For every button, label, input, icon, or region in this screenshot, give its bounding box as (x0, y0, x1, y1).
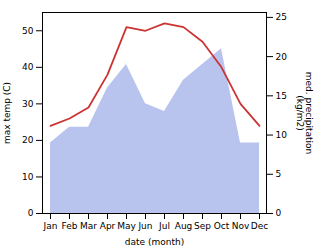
svg-text:20: 20 (276, 52, 288, 62)
svg-text:Aug: Aug (175, 221, 193, 231)
svg-text:10: 10 (276, 130, 288, 140)
svg-text:date (month): date (month) (125, 237, 184, 247)
svg-text:40: 40 (22, 62, 34, 72)
svg-text:max temp (C): max temp (C) (2, 82, 12, 144)
svg-text:Dec: Dec (251, 221, 268, 231)
svg-text:med. precipitation(kg/m2): med. precipitation(kg/m2) (295, 72, 314, 154)
svg-text:May: May (117, 221, 136, 231)
svg-text:15: 15 (276, 91, 287, 101)
svg-text:25: 25 (276, 12, 287, 22)
svg-text:0: 0 (276, 208, 282, 218)
svg-text:20: 20 (22, 135, 34, 145)
svg-text:Feb: Feb (62, 221, 78, 231)
svg-text:0: 0 (28, 208, 34, 218)
svg-text:5: 5 (276, 169, 282, 179)
svg-text:30: 30 (22, 99, 34, 109)
svg-text:50: 50 (22, 26, 34, 36)
svg-text:Apr: Apr (100, 221, 116, 231)
svg-text:10: 10 (22, 172, 34, 182)
svg-text:Oct: Oct (214, 221, 230, 231)
svg-text:Sep: Sep (194, 221, 211, 231)
svg-text:Nov: Nov (232, 221, 250, 231)
svg-text:Jan: Jan (43, 221, 58, 231)
svg-text:Jun: Jun (137, 221, 152, 231)
svg-text:Jul: Jul (158, 221, 170, 231)
svg-text:Mar: Mar (80, 221, 97, 231)
